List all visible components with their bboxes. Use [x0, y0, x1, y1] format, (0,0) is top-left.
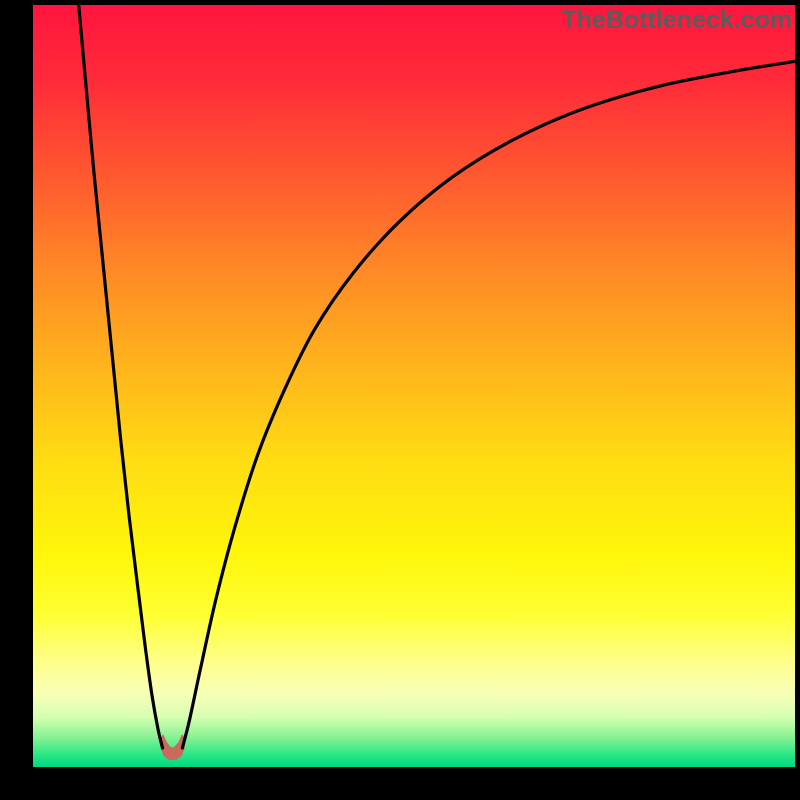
- curves-svg: [33, 5, 795, 767]
- chart-frame: TheBottleneck.com: [0, 0, 800, 800]
- curve-left-branch: [79, 5, 163, 748]
- valley-marker: [161, 736, 184, 759]
- curve-right-branch: [182, 61, 795, 748]
- plot-area: [33, 5, 795, 767]
